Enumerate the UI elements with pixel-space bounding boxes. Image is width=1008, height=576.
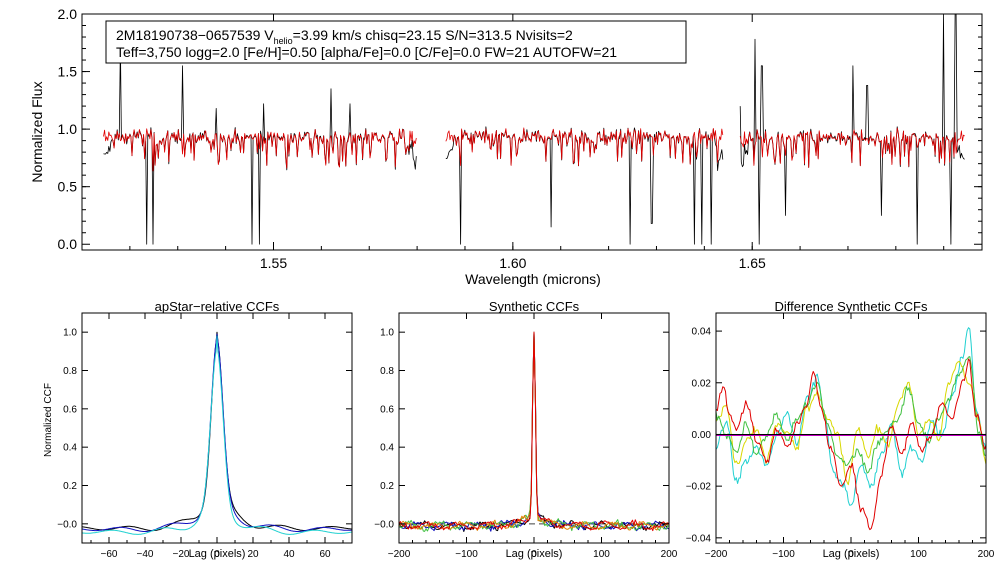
spectrum-axes: 1.55 1.60 1.65 0.0 0.5 1.0 1.5 2.0 [58,6,982,271]
y-tick-label: 0.8 [380,366,394,377]
x-tick-label: 20 [247,549,259,560]
synthetic-ccf-line [398,331,670,532]
spectrum-series-group [103,13,965,245]
x-tick-label: 1.65 [739,255,766,271]
x-tick-label: −40 [137,549,154,560]
y-tick-label: 0.2 [63,481,77,492]
difference-ccf-line [715,327,987,506]
difference-ccf-panel: Difference Synthetic CCFs −200 −100 0 100 20… [686,299,995,560]
synthetic-ccf-panel: Synthetic CCFs −200 −100 0 100 200 −0.0 0.2 0.4… [374,299,678,560]
difference-ccf-xlabel: Lag (pixels) [823,548,880,560]
x-tick-label: 0 [848,549,854,560]
info-vhelio-subscript: helio [274,36,293,46]
apstar-ccf-line [81,335,353,535]
x-tick-label: 0 [214,549,220,560]
apstar-ccf-ylabel: Normalized CCF [43,383,54,457]
y-tick-label: −0.02 [686,482,712,493]
y-tick-label: 1.5 [58,63,78,79]
apstar-ccf-title: apStar−relative CCFs [155,299,280,314]
difference-ccf-title: Difference Synthetic CCFs [775,299,928,314]
x-tick-label: 200 [661,549,678,560]
spectrum-panel: 1.55 1.60 1.65 0.0 0.5 1.0 1.5 2.0 2M18190738−0… [29,6,983,287]
y-tick-label: −0.04 [686,533,712,544]
difference-ccf-line [715,356,987,474]
x-tick-label: −20 [173,549,190,560]
y-tick-label: 0.6 [380,404,394,415]
info-box-frame [105,20,687,64]
x-tick-label: −200 [388,549,411,560]
model-spectrum-line [739,127,965,168]
synthetic-ccf-line [398,331,670,532]
y-tick-label: 1.0 [380,328,394,339]
spectrum-xlabel: Wavelength (microns) [465,271,601,287]
y-tick-label: 0.4 [63,443,77,454]
y-tick-label: 0.0 [58,236,78,252]
x-tick-label: 100 [593,549,610,560]
synthetic-ccf-series-group [398,331,670,532]
x-tick-label: −60 [101,549,118,560]
y-tick-label: 0.8 [63,366,77,377]
x-tick-label: 200 [978,549,995,560]
y-tick-label: 2.0 [58,6,78,22]
y-tick-label: 0.02 [692,378,712,389]
x-tick-label: 1.55 [260,255,287,271]
difference-ccf-axes: −200 −100 0 100 200 −0.04 −0.02 0.00 0.02 0.04 [686,313,995,560]
spectrum-ylabel: Normalized Flux [29,81,45,182]
x-tick-label: 60 [319,549,331,560]
model-spectrum-line [445,127,724,166]
difference-ccf-frame [715,312,987,544]
info-line-1: 2M18190738−0657539 Vhelio=3.99 km/s chis… [116,27,573,46]
synthetic-ccf-line [398,331,670,532]
y-tick-label: −0.0 [374,519,394,530]
apstar-ccf-series-group [81,331,353,535]
model-spectrum-line [103,128,417,172]
apstar-ccf-axes: −60 −40 −20 0 20 40 60 −0.0 0.2 0.4 0.6 0.8 1.0 [57,313,352,560]
synthetic-ccf-line [398,331,670,531]
x-tick-label: −200 [705,549,728,560]
y-tick-label: 1.0 [63,328,77,339]
synthetic-ccf-xlabel: Lag (pixels) [506,548,563,560]
apstar-ccf-xlabel: Lag (pixels) [189,548,246,560]
y-tick-label: 0.2 [380,481,394,492]
x-tick-label: 100 [910,549,927,560]
y-tick-label: 0.00 [692,430,712,441]
x-tick-label: 0 [531,549,537,560]
apstar-ccf-line [81,331,352,532]
spectrum-frame [81,13,983,251]
x-tick-label: −100 [455,549,478,560]
synthetic-ccf-frame [398,312,670,544]
synthetic-ccf-title: Synthetic CCFs [489,299,580,314]
difference-ccf-series-group [715,327,987,531]
x-tick-label: 40 [283,549,295,560]
synthetic-ccf-line [398,331,670,532]
y-tick-label: 0.5 [58,179,78,195]
y-tick-label: 1.0 [58,121,78,137]
y-tick-label: 0.6 [63,404,77,415]
x-tick-label: 1.60 [499,255,526,271]
info-box: 2M18190738−0657539 Vhelio=3.99 km/s chis… [105,20,687,64]
x-tick-label: −100 [772,549,795,560]
apstar-ccf-frame [81,312,353,544]
y-tick-label: 0.4 [380,443,394,454]
apstar-ccf-panel: apStar−relative CCFs −60 −40 −20 0 20 40 60 −0.… [43,299,353,560]
y-tick-label: 0.04 [692,327,712,338]
apstar-ccf-line [81,333,353,532]
observed-spectrum-line [739,13,965,245]
y-tick-label: −0.0 [57,519,77,530]
difference-ccf-line [715,358,987,531]
info-line-2: Teff=3,750 logg=2.0 [Fe/H]=0.50 [alpha/F… [116,44,617,60]
